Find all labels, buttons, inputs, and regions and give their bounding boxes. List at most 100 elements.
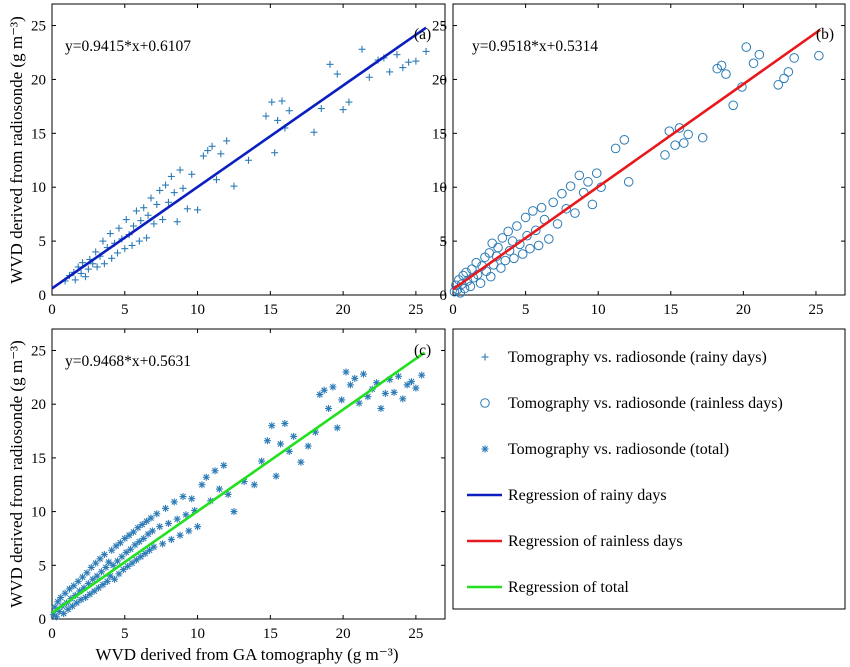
y-tick-label-a: 15	[31, 126, 46, 142]
data-point-c	[338, 396, 346, 404]
data-point-a	[405, 58, 413, 66]
y-tick-label-a: 20	[31, 72, 46, 88]
data-point-c	[268, 422, 276, 430]
data-point-b	[485, 271, 496, 282]
data-point-c	[304, 442, 312, 450]
data-point-b	[530, 225, 541, 236]
x-tick-label-c: 0	[48, 626, 56, 642]
y-tick-label-c: 10	[31, 505, 46, 521]
data-point-a	[386, 68, 394, 76]
data-point-a	[140, 204, 148, 212]
data-point-b	[660, 150, 670, 160]
data-point-a	[164, 198, 172, 206]
data-point-b	[741, 42, 752, 52]
plot-frame-c	[51, 328, 446, 620]
data-point-a	[92, 248, 100, 256]
data-point-a	[132, 207, 140, 215]
panel-b: 0 5 10 15 20 25 0 5 10 15 20 25 y=0.9518*x+0.5314 (…	[432, 3, 846, 318]
x-tick-label-c: 25	[408, 626, 423, 642]
data-point-c	[173, 515, 181, 523]
data-point-c	[224, 490, 232, 498]
data-point-b	[587, 199, 598, 210]
data-point-c	[364, 393, 372, 401]
regression-line-b	[452, 28, 822, 291]
data-point-c	[90, 587, 98, 595]
data-point-c	[131, 541, 139, 549]
data-point-c	[381, 389, 389, 397]
data-point-c	[167, 536, 175, 544]
data-point-c	[346, 381, 354, 389]
data-point-b	[574, 170, 585, 181]
regression-line-a	[51, 26, 427, 290]
data-point-a	[77, 269, 85, 277]
y-tick-label-a: 10	[31, 180, 46, 196]
data-point-a	[179, 184, 187, 192]
data-point-a	[99, 237, 107, 245]
data-point-c	[146, 546, 154, 554]
data-point-a	[183, 205, 191, 213]
data-point-c	[132, 556, 140, 564]
data-point-a	[173, 218, 181, 226]
legend-items: Tomography vs. radiosonde (rainy days) To…	[467, 349, 783, 596]
data-point-c	[198, 481, 206, 489]
scatter-points-b	[449, 42, 824, 298]
data-point-c	[258, 457, 266, 465]
legend-marker-asterisk	[481, 445, 489, 453]
data-point-b	[721, 69, 731, 79]
data-point-b	[544, 234, 554, 244]
data-point-c	[143, 517, 151, 525]
data-point-a	[285, 107, 293, 115]
data-point-b	[512, 221, 522, 231]
data-point-a	[393, 51, 401, 59]
legend-item: Regression of rainy days	[467, 487, 667, 504]
y-tick-label-a: 0	[39, 288, 47, 304]
data-point-a	[345, 98, 353, 106]
legend-label: Regression of total	[508, 579, 629, 596]
data-point-c	[403, 381, 411, 389]
data-point-c	[351, 374, 359, 382]
y-tick-label-b: 0	[440, 288, 448, 304]
data-point-a	[271, 149, 279, 157]
data-point-a	[159, 216, 167, 224]
x-tick-label-b: 0	[449, 302, 457, 318]
data-point-b	[557, 188, 567, 199]
data-point-b	[670, 140, 680, 150]
data-point-a	[137, 217, 145, 225]
data-point-a	[108, 254, 116, 262]
data-point-b	[754, 49, 765, 60]
axis-ticks-c: 0 5 10 15 20 25 0 5 10 15 20 25	[31, 329, 445, 642]
legend-item: Regression of total	[467, 579, 629, 596]
data-point-b	[683, 129, 694, 140]
data-point-c	[121, 534, 129, 542]
data-point-c	[325, 404, 333, 412]
data-point-c	[81, 594, 89, 602]
data-point-c	[74, 577, 82, 585]
legend-marker-plus	[481, 353, 489, 361]
legend-label: Regression of rainy days	[508, 487, 667, 504]
data-point-c	[64, 605, 72, 613]
data-point-b	[509, 253, 519, 264]
data-point-a	[230, 182, 238, 190]
data-point-b	[561, 203, 572, 214]
data-point-c	[194, 523, 202, 531]
y-tick-label-b: 15	[432, 126, 447, 142]
equation-b: y=0.9518*x+0.5314	[472, 38, 598, 55]
data-point-b	[475, 278, 486, 288]
data-point-a	[204, 147, 212, 155]
data-point-c	[100, 551, 108, 559]
data-point-a	[130, 222, 138, 230]
axis-ticks-a: 0 5 10 15 20 25 0 5 10 15 20 25	[31, 4, 445, 318]
data-point-b	[533, 240, 544, 251]
data-point-a	[167, 172, 175, 180]
data-point-c	[147, 514, 155, 522]
data-point-c	[102, 563, 110, 571]
data-point-c	[211, 467, 219, 475]
data-point-a	[79, 259, 87, 267]
data-point-b	[500, 255, 511, 266]
data-point-c	[176, 531, 184, 539]
legend-label: Regression of rainless days	[508, 533, 683, 550]
data-point-c	[377, 404, 385, 412]
data-point-a	[128, 241, 136, 249]
data-point-a	[365, 73, 373, 81]
